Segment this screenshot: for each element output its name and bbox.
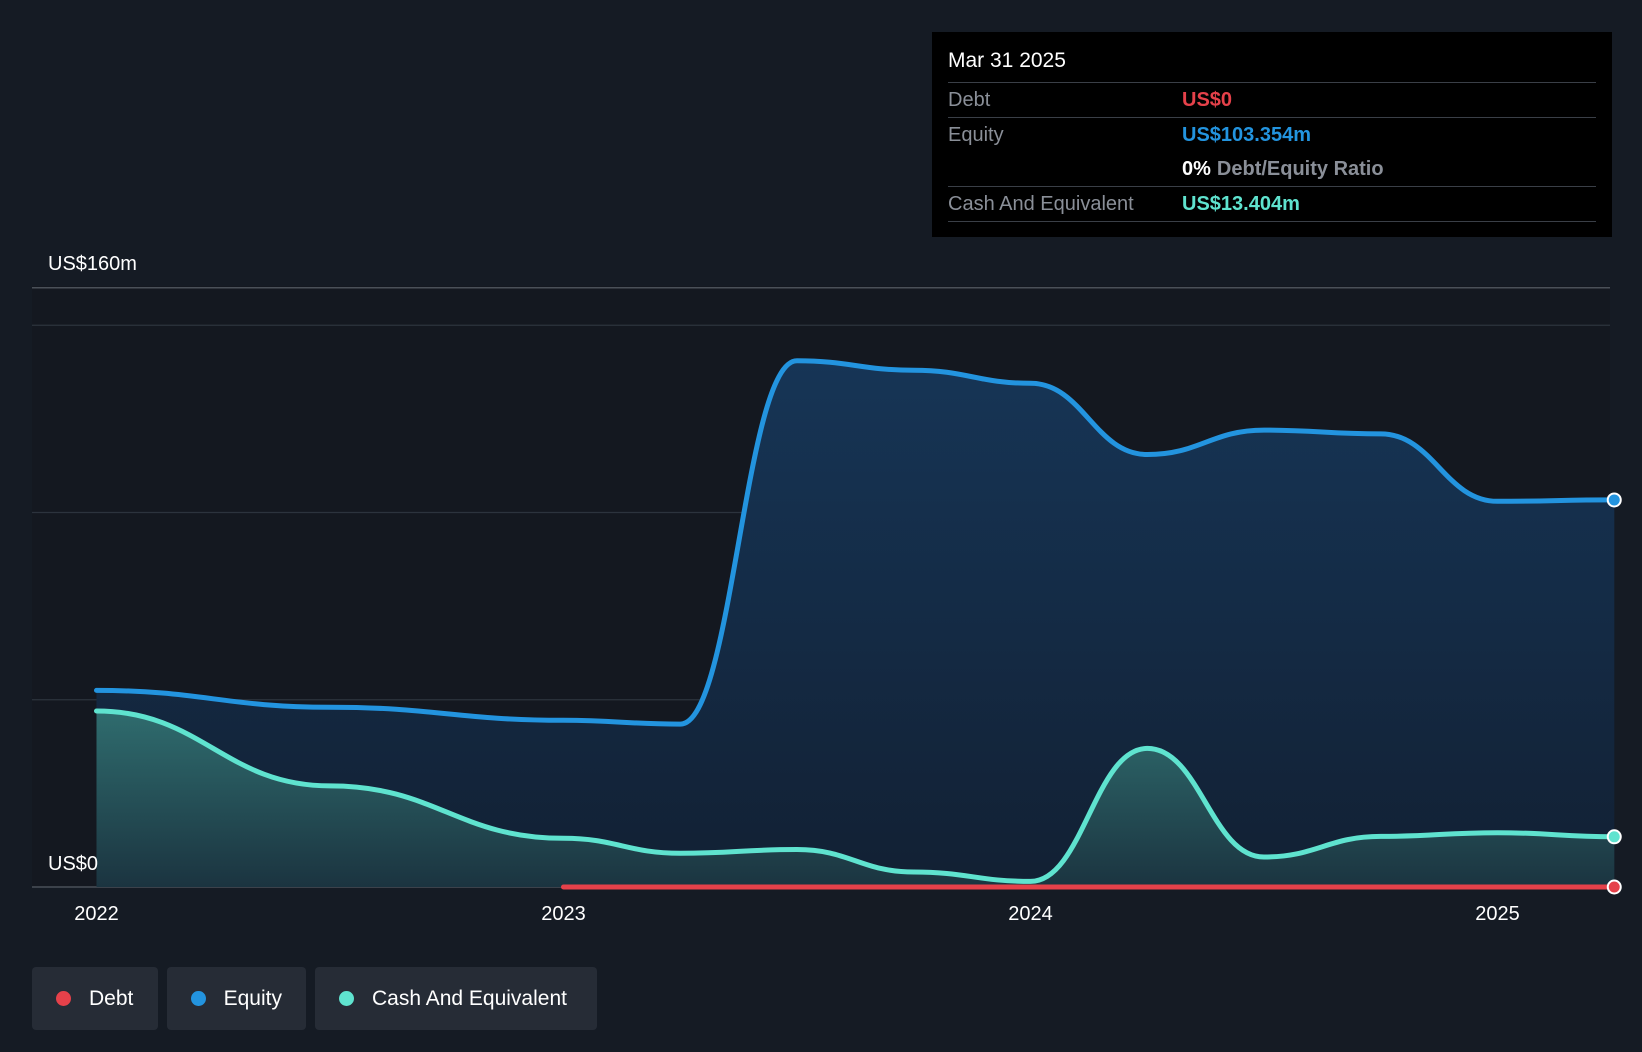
equity-end-point [1606, 492, 1622, 508]
legend-item-debt[interactable]: Debt [32, 967, 158, 1030]
x-tick-label-2025: 2025 [1475, 903, 1520, 925]
tooltip-equity-label: Equity [948, 124, 1004, 146]
tooltip-debt-value: US$0 [1182, 89, 1233, 111]
legend-equity-label: Equity [223, 986, 282, 1010]
tooltip-cash-label: Cash And Equivalent [948, 193, 1134, 215]
tooltip-ratio-label: Debt/Equity Ratio [1216, 158, 1384, 180]
legend-debt-dot-icon [56, 991, 71, 1006]
cash-and-equivalent-area [96, 711, 1615, 887]
legend-cash-label: Cash And Equivalent [372, 986, 567, 1010]
legend: Debt Equity Cash And Equivalent [32, 967, 597, 1030]
cash-and-equivalent-end-point [1606, 829, 1622, 845]
tooltip-debt-label: Debt [948, 89, 991, 111]
tooltip-equity-row: Equity US$103.354m [948, 118, 1596, 152]
x-tick-label-2024: 2024 [1008, 903, 1053, 925]
tooltip-cash-value: US$13.404m [1182, 193, 1300, 215]
legend-item-equity[interactable]: Equity [167, 967, 306, 1030]
x-tick-label-2022: 2022 [74, 903, 119, 925]
tooltip-panel: Mar 31 2025 Debt US$0 Equity US$103.354m… [932, 32, 1612, 237]
cash-and-equivalent-line [94, 708, 1617, 884]
legend-debt-label: Debt [89, 986, 134, 1010]
y-axis-max-label: US$160m [48, 253, 137, 275]
legend-item-cash[interactable]: Cash And Equivalent [315, 967, 597, 1030]
tooltip-debt-row: Debt US$0 [948, 83, 1596, 118]
equity-line [94, 358, 1617, 727]
tooltip-ratio-spacer [948, 152, 1182, 186]
tooltip-ratio-row: 0% Debt/Equity Ratio [948, 152, 1596, 187]
tooltip-equity-value: US$103.354m [1182, 124, 1311, 146]
tooltip-date: Mar 31 2025 [948, 46, 1596, 83]
legend-cash-dot-icon [339, 991, 354, 1006]
x-tick-label-2023: 2023 [541, 903, 586, 925]
tooltip-ratio-value: 0% [1182, 158, 1211, 180]
legend-equity-dot-icon [191, 991, 206, 1006]
equity-area [96, 360, 1615, 887]
debt-end-point [1606, 879, 1622, 895]
tooltip-cash-row: Cash And Equivalent US$13.404m [948, 187, 1596, 222]
y-axis-min-label: US$0 [48, 853, 98, 875]
